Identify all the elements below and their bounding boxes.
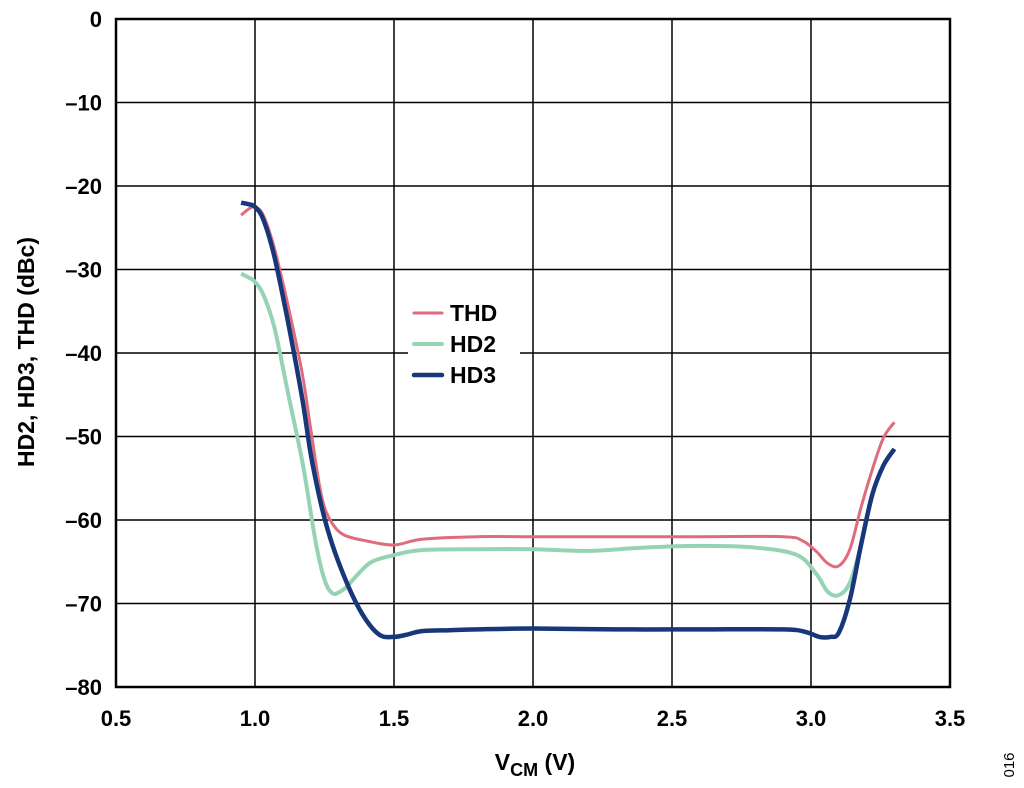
grid [116, 19, 950, 687]
y-tick-label: –80 [65, 675, 102, 700]
x-axis-title-main: V [495, 749, 511, 775]
x-axis-title-subscript: CM [510, 760, 538, 780]
x-tick-labels: 0.5 1.0 1.5 2.0 2.5 3.0 3.5 [101, 706, 966, 731]
series-group [240, 200, 897, 640]
legend-label-hd2: HD2 [450, 331, 496, 357]
series-line-thd [240, 205, 896, 569]
x-tick-label: 2.0 [518, 706, 549, 731]
y-tick-label: –20 [65, 174, 102, 199]
x-tick-label: 1.5 [379, 706, 410, 731]
series-line-hd3 [240, 200, 897, 640]
y-tick-labels: 0 –10 –20 –30 –40 –50 –60 –70 –80 [65, 7, 102, 700]
y-axis-title: HD2, HD3, THD (dBc) [13, 237, 39, 467]
y-tick-label: –40 [65, 341, 102, 366]
x-tick-label: 0.5 [101, 706, 132, 731]
y-tick-label: –50 [65, 425, 102, 450]
y-tick-label: 0 [90, 7, 102, 32]
y-tick-label: –30 [65, 258, 102, 283]
x-axis-title: VCM (V) [495, 749, 575, 780]
x-axis-title-unit: (V) [538, 749, 575, 775]
y-tick-label: –60 [65, 508, 102, 533]
figure-id: 016 [1001, 752, 1018, 777]
x-tick-label: 3.0 [796, 706, 827, 731]
x-tick-label: 2.5 [657, 706, 688, 731]
legend-label-hd3: HD3 [450, 362, 496, 388]
legend: THD HD2 HD3 [408, 296, 520, 396]
y-tick-label: –10 [65, 91, 102, 116]
legend-label-thd: THD [450, 300, 497, 326]
series-line-hd2 [240, 271, 897, 598]
x-tick-label: 1.0 [240, 706, 271, 731]
x-tick-label: 3.5 [935, 706, 966, 731]
y-tick-label: –70 [65, 592, 102, 617]
plot-frame [114, 17, 952, 689]
